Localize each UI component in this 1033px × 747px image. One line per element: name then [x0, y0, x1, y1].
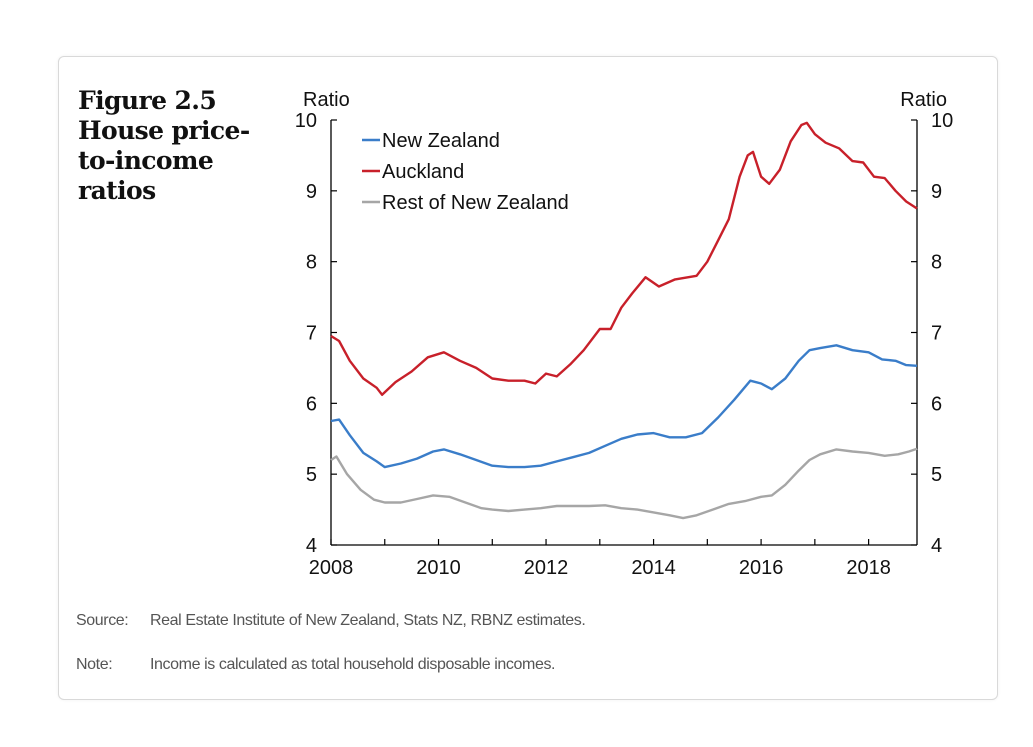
y-axis-label-left: Ratio: [303, 89, 350, 111]
figure-title-line: House price-: [78, 116, 250, 145]
x-tick-label: 2010: [416, 557, 461, 579]
y-tick-label-right: 5: [931, 464, 942, 486]
income-note: Note: Income is calculated as total house…: [76, 656, 556, 674]
y-tick-label-left: 4: [306, 535, 317, 557]
legend-label: Rest of New Zealand: [382, 192, 569, 214]
figure-title-line: to-income: [78, 146, 214, 175]
x-tick-label: 2018: [846, 557, 891, 579]
x-tick-label: 2014: [631, 557, 676, 579]
note-text: Income is calculated as total household …: [150, 656, 556, 673]
legend-label: New Zealand: [382, 130, 500, 152]
series-line-auckland: [330, 121, 918, 396]
note-label: Note:: [76, 656, 113, 673]
figure-title-line: ratios: [78, 176, 156, 205]
chart-axes: 4 4 5 5 6 6 7 7 8 8 9 9 10 10 2008 2010 2012 2014 2016 2018…: [295, 89, 954, 579]
chart-series-lines: [330, 121, 918, 520]
figure-card: [58, 56, 998, 700]
y-tick-label-left: 8: [306, 252, 317, 274]
y-axis-label-right: Ratio: [900, 89, 947, 111]
source-note: Source: Real Estate Institute of New Zeal…: [76, 612, 586, 630]
series-line-new-zealand: [330, 344, 918, 469]
x-tick-label: 2012: [524, 557, 569, 579]
figure-title-line: Figure 2.5: [78, 86, 217, 115]
chart-legend: New Zealand Auckland Rest of New Zealand: [362, 130, 569, 214]
x-tick-label: 2016: [739, 557, 784, 579]
y-tick-label-left: 10: [295, 110, 317, 132]
y-tick-label-right: 10: [931, 110, 953, 132]
y-tick-label-right: 9: [931, 181, 942, 203]
y-tick-label-left: 6: [306, 393, 317, 415]
y-tick-label-left: 9: [306, 181, 317, 203]
y-tick-label-left: 7: [306, 323, 317, 345]
y-tick-label-right: 6: [931, 393, 942, 415]
x-tick-label: 2008: [309, 557, 354, 579]
series-line-rest-of-new-zealand: [330, 447, 918, 520]
y-tick-label-left: 5: [306, 464, 317, 486]
legend-label: Auckland: [382, 161, 464, 183]
y-tick-label-right: 8: [931, 252, 942, 274]
source-text: Real Estate Institute of New Zealand, St…: [150, 612, 586, 629]
figure-title: Figure 2.5 House price- to-income ratios: [78, 86, 268, 206]
source-label: Source:: [76, 612, 129, 629]
y-tick-label-right: 7: [931, 323, 942, 345]
y-tick-label-right: 4: [931, 535, 942, 557]
